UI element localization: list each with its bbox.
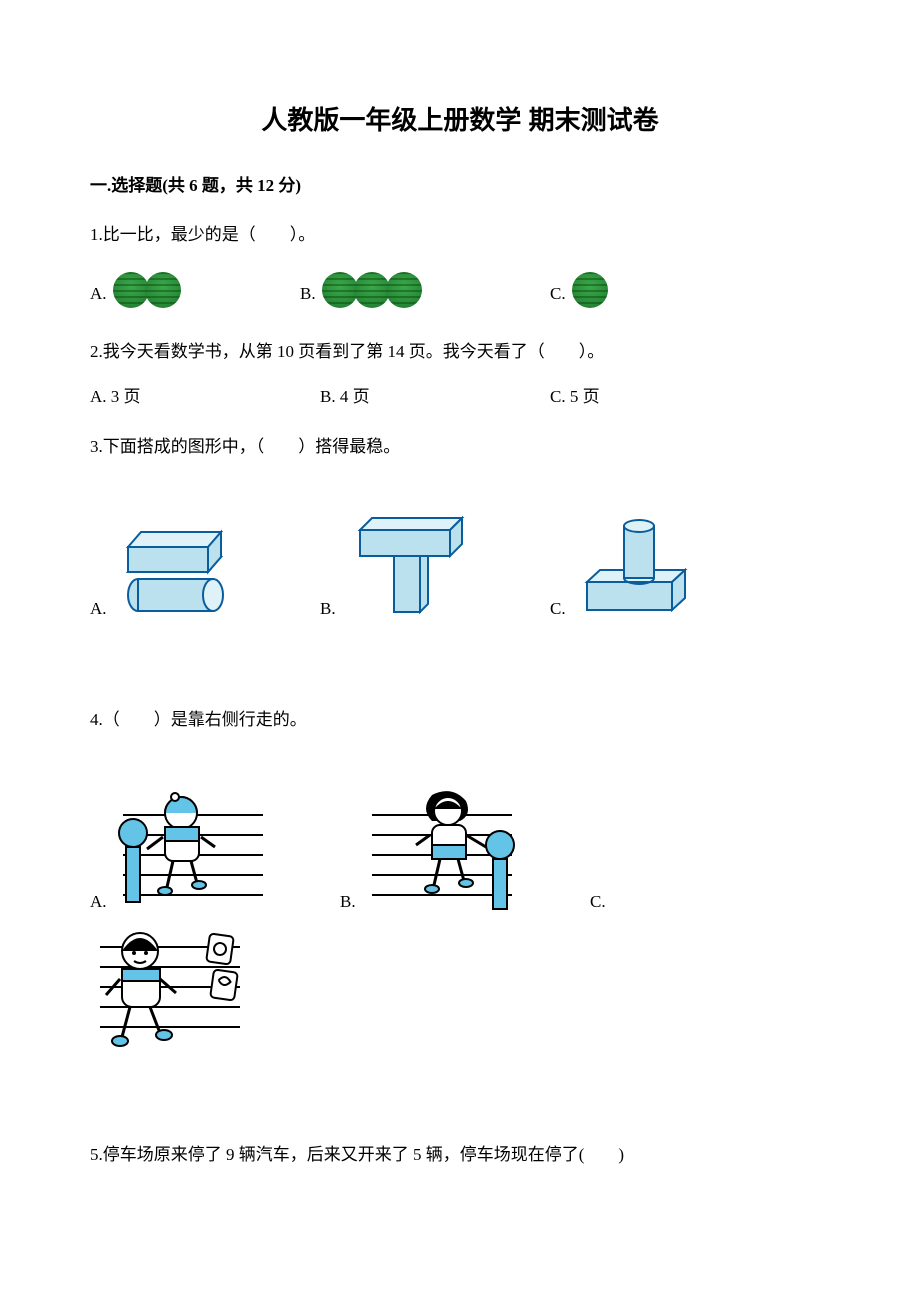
q2-option-b: B. 4 页 bbox=[320, 383, 550, 410]
solids-cylinder-on-box-icon bbox=[572, 512, 702, 622]
q3-option-b: B. bbox=[320, 512, 550, 622]
watermelon-group-c bbox=[572, 272, 604, 316]
question-3: 3.下面搭成的图形中，（ ）搭得最稳。 A. B. bbox=[90, 433, 830, 622]
q2-option-c: C. 5 页 bbox=[550, 383, 600, 410]
solids-box-on-pillar-icon bbox=[342, 512, 472, 622]
q4-option-b: B. bbox=[340, 785, 590, 915]
child-stairs-a-icon bbox=[113, 785, 273, 915]
solids-box-on-cylinder-icon bbox=[113, 512, 243, 622]
q1-option-c: C. bbox=[550, 272, 604, 316]
watermelon-group-b bbox=[322, 272, 418, 316]
question-5: 5.停车场原来停了 9 辆汽车，后来又开来了 5 辆，停车场现在停了( ) bbox=[90, 1141, 830, 1168]
question-2: 2.我今天看数学书，从第 10 页看到了第 14 页。我今天看了（ ）。 A. … bbox=[90, 338, 830, 410]
q3-option-a: A. bbox=[90, 512, 320, 622]
q2-text: 2.我今天看数学书，从第 10 页看到了第 14 页。我今天看了（ ）。 bbox=[90, 338, 830, 365]
question-1: 1.比一比，最少的是（ ）。 A. B. C. bbox=[90, 221, 830, 316]
q5-text: 5.停车场原来停了 9 辆汽车，后来又开来了 5 辆，停车场现在停了( ) bbox=[90, 1141, 830, 1168]
q3-option-c: C. bbox=[550, 512, 702, 622]
q3-text: 3.下面搭成的图形中，（ ）搭得最稳。 bbox=[90, 433, 830, 460]
q4-option-a: A. bbox=[90, 785, 340, 915]
q1-option-b: B. bbox=[300, 272, 510, 316]
section-header: 一.选择题(共 6 题，共 12 分) bbox=[90, 172, 830, 199]
q2-option-a: A. 3 页 bbox=[90, 383, 320, 410]
q1-option-a: A. bbox=[90, 272, 300, 316]
page-title: 人教版一年级上册数学 期末测试卷 bbox=[90, 100, 830, 142]
watermelon-group-a bbox=[113, 272, 177, 316]
q4-option-c: C. bbox=[590, 888, 612, 915]
q4-text: 4.（ ）是靠右侧行走的。 bbox=[90, 706, 830, 733]
q1-text: 1.比一比，最少的是（ ）。 bbox=[90, 221, 830, 248]
child-stairs-b-icon bbox=[362, 785, 522, 915]
question-4: 4.（ ）是靠右侧行走的。 A. bbox=[90, 706, 830, 1057]
child-stairs-c-icon bbox=[90, 927, 250, 1057]
